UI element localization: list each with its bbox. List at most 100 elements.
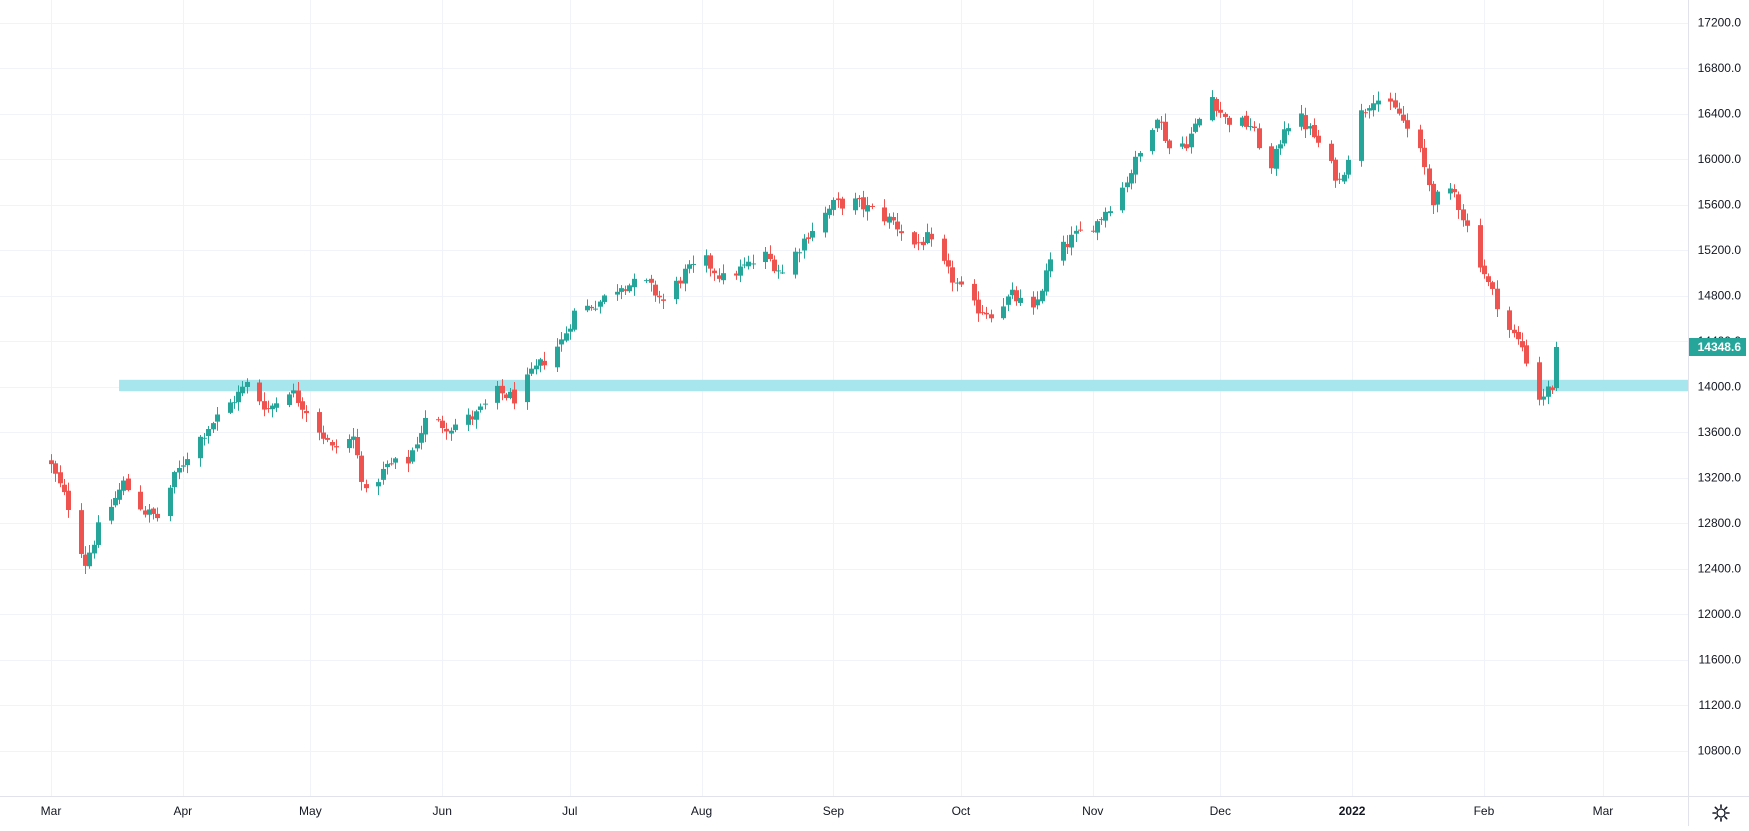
candle <box>738 259 743 283</box>
candle <box>925 223 930 245</box>
candle-body <box>763 251 768 263</box>
time-tick-label: Jul <box>562 804 577 818</box>
candle-body <box>351 436 356 440</box>
candle-body <box>831 199 836 210</box>
candle-body <box>959 281 964 285</box>
settings-button[interactable] <box>1708 800 1734 826</box>
candle-body <box>1431 183 1436 206</box>
candle-body <box>53 463 58 474</box>
candle <box>678 276 683 289</box>
candle-body <box>466 414 471 425</box>
candle-body <box>644 280 649 282</box>
candle <box>211 421 216 434</box>
candle-body <box>1120 187 1125 211</box>
candle <box>138 485 143 511</box>
candle <box>649 274 654 292</box>
candle <box>691 255 696 273</box>
candle-body <box>1448 188 1453 194</box>
candle <box>534 359 539 375</box>
candle-body <box>704 255 709 266</box>
candle <box>525 367 530 410</box>
candle-body <box>1486 276 1491 283</box>
candle-body <box>1422 147 1427 168</box>
time-tick-label: Oct <box>952 804 971 818</box>
candle-body <box>66 490 71 511</box>
candle-body <box>623 289 628 291</box>
candle <box>330 439 335 451</box>
candle <box>1193 118 1198 134</box>
candle <box>602 294 607 305</box>
candle-body <box>1014 290 1019 302</box>
candle-body <box>245 381 250 387</box>
candle-body <box>138 491 143 510</box>
candle-body <box>568 328 573 332</box>
candle-body <box>79 510 84 554</box>
candle <box>470 410 475 425</box>
candle <box>453 418 458 433</box>
candle-body <box>508 391 513 399</box>
price-tick-label: 11200.0 <box>1699 698 1742 712</box>
candle <box>1269 143 1274 174</box>
candle-body <box>1303 115 1308 130</box>
candle <box>1435 189 1440 213</box>
candle <box>474 409 479 429</box>
candle-body <box>942 238 947 261</box>
candle-body <box>632 278 637 288</box>
candle-body <box>1125 182 1130 188</box>
candle-body <box>330 442 335 446</box>
candle-body <box>202 437 207 439</box>
candle <box>1541 388 1546 406</box>
candle-body <box>300 401 305 410</box>
candle <box>351 428 356 449</box>
candle <box>1001 297 1006 320</box>
candle-body <box>1061 241 1066 261</box>
candle <box>840 196 845 216</box>
price-tick-label: 16400.0 <box>1698 107 1742 121</box>
candle <box>177 460 182 480</box>
candle-body <box>87 552 92 567</box>
time-tick-label: Sep <box>823 804 845 818</box>
candle-body <box>1197 118 1202 126</box>
candle <box>1078 221 1083 232</box>
candle-body <box>899 231 904 234</box>
candle <box>1397 102 1402 116</box>
candle-body <box>1427 168 1432 186</box>
candle <box>1044 263 1049 296</box>
price-axis[interactable]: 17200.0 16800.0 16400.0 16000.0 15600.0 15200… <box>1698 16 1742 758</box>
candle-body <box>1095 221 1100 233</box>
candle-body <box>291 390 296 394</box>
candle-body <box>155 513 160 519</box>
candle-body <box>470 416 475 420</box>
candle-body <box>1010 289 1015 296</box>
candle-body <box>776 270 781 272</box>
candle-body <box>389 463 394 465</box>
price-tick-label: 10800.0 <box>1698 744 1742 758</box>
candle <box>1010 282 1015 299</box>
candle-body <box>495 385 500 403</box>
candle-body <box>1001 306 1006 319</box>
candle-body <box>1456 194 1461 210</box>
candle-body <box>708 255 713 269</box>
candle <box>1108 206 1113 217</box>
candle-body <box>529 368 534 374</box>
candle <box>644 278 649 284</box>
candle <box>172 470 177 494</box>
candle-body <box>1069 234 1074 248</box>
candle-body <box>793 251 798 275</box>
candle-body <box>359 455 364 482</box>
candle-body <box>1035 299 1040 306</box>
candle <box>1405 113 1410 138</box>
time-tick-label: May <box>299 804 322 818</box>
candle-body <box>1512 329 1517 334</box>
candle <box>495 380 500 410</box>
candle-body <box>215 414 220 422</box>
candle-body <box>1507 310 1512 330</box>
candle-body <box>1227 117 1232 125</box>
candle <box>1278 140 1283 155</box>
candle <box>891 212 896 225</box>
time-axis[interactable]: Mar Apr May Jun Jul Aug Sep Oct Nov Dec 2022 Feb Mar <box>41 804 1614 818</box>
candle <box>1431 181 1436 215</box>
candle <box>291 383 296 398</box>
